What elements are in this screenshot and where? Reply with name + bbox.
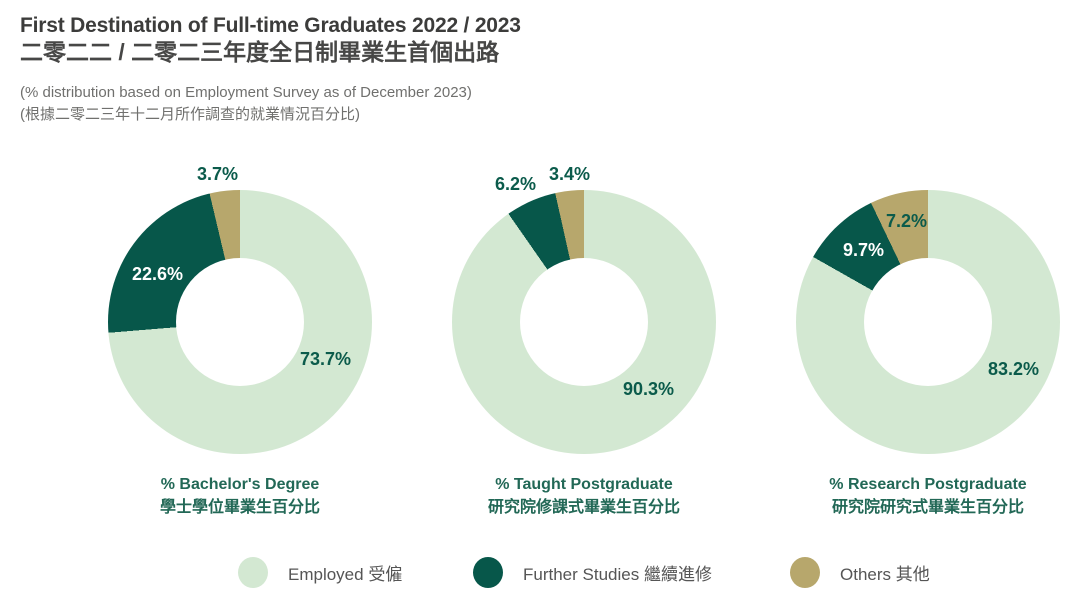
chart-caption-bachelors: % Bachelor's Degree 學士學位畢業生百分比 (78, 475, 402, 519)
data-label-employed: 73.7% (300, 349, 352, 369)
data-label-others: 3.7% (197, 164, 239, 184)
data-label-employed: 83.2% (988, 359, 1040, 379)
legend-item-employed: Employed 受僱 (238, 556, 402, 588)
chart-header: First Destination of Full-time Graduates… (20, 12, 521, 125)
data-label-further-studies: 22.6% (132, 264, 184, 284)
data-label-others: 3.4% (549, 164, 591, 184)
legend-label-employed: Employed 受僱 (288, 564, 403, 584)
chart-legend: Employed 受僱 Further Studies 繼續進修 Others … (0, 556, 1080, 592)
donut-chart-taught-postgraduate: 6.2% 3.4% 90.3% % Taught Postgraduate 研究… (452, 160, 716, 560)
donut-hole (520, 258, 648, 386)
donut-hole (176, 258, 304, 386)
data-label-employed: 90.3% (623, 379, 675, 399)
subtitle-en: (% distribution based on Employment Surv… (20, 84, 472, 101)
legend-swatch-employed (238, 556, 268, 588)
legend-swatch-further-studies (473, 556, 503, 588)
legend-item-others: Others 其他 (790, 556, 930, 588)
subtitle-zh: (根據二零二三年十二月所作調查的就業情況百分比) (20, 106, 360, 123)
legend-item-further-studies: Further Studies 繼續進修 (473, 556, 712, 588)
data-label-further-studies: 6.2% (495, 174, 537, 194)
donut-ring (108, 190, 372, 454)
caption-zh: 研究院研究式畢業生百分比 (831, 499, 1024, 516)
data-label-others: 7.2% (886, 211, 928, 231)
caption-en: % Bachelor's Degree (160, 476, 320, 493)
page-title-en: First Destination of Full-time Graduates… (20, 14, 521, 37)
donut-ring (452, 190, 716, 454)
chart-caption-research-postgraduate: % Research Postgraduate 研究院研究式畢業生百分比 (766, 475, 1080, 519)
donut-chart-bachelors-degree: 3.7% 22.6% 73.7% % Bachelor's Degree 學士學… (108, 160, 372, 560)
legend-label-others: Others 其他 (840, 564, 930, 584)
donut-hole (864, 258, 992, 386)
donut-ring (796, 190, 1060, 454)
caption-zh: 學士學位畢業生百分比 (159, 499, 320, 516)
caption-en: % Taught Postgraduate (495, 476, 673, 493)
data-label-further-studies: 9.7% (843, 240, 885, 260)
donut-chart-research-postgraduate: 7.2% 9.7% 83.2% % Research Postgraduate … (796, 160, 1060, 560)
caption-en: % Research Postgraduate (829, 476, 1027, 493)
legend-label-further-studies: Further Studies 繼續進修 (523, 564, 712, 584)
page-title-zh: 二零二二 / 二零二三年度全日制畢業生首個出路 (20, 39, 500, 65)
caption-zh: 研究院修課式畢業生百分比 (487, 499, 680, 516)
chart-caption-taught-postgraduate: % Taught Postgraduate 研究院修課式畢業生百分比 (422, 475, 746, 519)
legend-swatch-others (790, 556, 820, 588)
